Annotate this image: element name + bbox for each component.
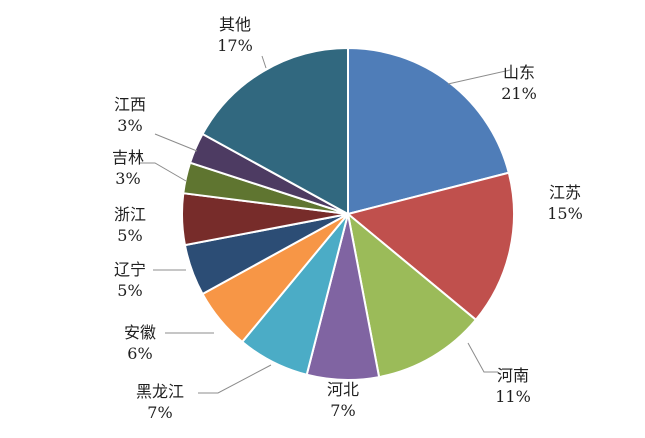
- slice-category-label: 江西: [114, 95, 146, 114]
- leader-line: [198, 364, 272, 394]
- slice-label: 山东 21%: [501, 63, 537, 103]
- pie-slices: [181, 46, 515, 381]
- leader-line: [467, 342, 498, 373]
- slice-label: 辽宁 5%: [114, 260, 146, 300]
- pie-slice: [201, 46, 349, 216]
- slice-category-label: 辽宁: [114, 260, 146, 279]
- slice-category-label: 河北: [327, 380, 359, 399]
- slice-category-label: 山东: [503, 63, 535, 82]
- leader-line: [154, 133, 198, 152]
- slice-category-label: 浙江: [114, 205, 146, 224]
- leader-line: [261, 55, 267, 69]
- slice-percent-label: 3%: [115, 169, 140, 188]
- slice-percent-label: 21%: [501, 84, 537, 103]
- pie-slice: [345, 171, 515, 322]
- slice-category-label: 安徽: [124, 323, 156, 342]
- slice-label: 河北 7%: [327, 380, 359, 420]
- slice-category-label: 黑龙江: [136, 382, 184, 401]
- slice-label: 其他 17%: [217, 15, 253, 55]
- slice-label: 黑龙江 7%: [136, 382, 184, 422]
- slice-category-label: 其他: [219, 15, 251, 34]
- slice-category-label: 江苏: [549, 183, 581, 202]
- slice-label: 江苏 15%: [547, 183, 583, 223]
- slice-label: 江西 3%: [114, 95, 146, 135]
- slice-percent-label: 7%: [330, 401, 355, 420]
- slice-percent-label: 6%: [127, 344, 152, 363]
- slice-percent-label: 17%: [217, 36, 253, 55]
- slice-percent-label: 5%: [117, 281, 142, 300]
- slice-percent-label: 3%: [117, 116, 142, 135]
- slice-category-label: 河南: [497, 366, 529, 385]
- leader-line: [140, 162, 187, 182]
- slice-category-label: 吉林: [112, 148, 144, 167]
- leader-line: [447, 69, 511, 85]
- slice-label: 河南 11%: [495, 366, 531, 406]
- pie-slice: [346, 211, 478, 379]
- slice-percent-label: 15%: [547, 204, 583, 223]
- leader-lines: [140, 55, 511, 394]
- slice-percent-label: 5%: [117, 226, 142, 245]
- pie-slice: [347, 46, 510, 216]
- slice-percent-label: 7%: [147, 403, 172, 422]
- slice-label: 安徽 6%: [124, 323, 156, 363]
- slice-percent-label: 11%: [495, 387, 531, 406]
- slice-labels: 山东 21% 江苏 15% 河南 11% 河北 7% 黑龙江 7% 安徽 6% 辽宁 5% 浙江 5% 吉林 3%…: [112, 15, 583, 422]
- slice-label: 浙江 5%: [114, 205, 146, 245]
- slice-label: 吉林 3%: [112, 148, 144, 188]
